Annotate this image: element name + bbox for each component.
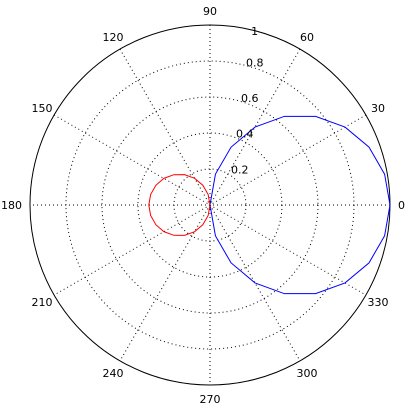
angle-tick-label: 60 xyxy=(300,31,314,44)
angle-tick-label: 270 xyxy=(200,393,221,406)
angle-tick-label: 180 xyxy=(1,199,22,212)
angle-tick-label: 300 xyxy=(297,367,318,380)
label-layer: 0 30 60 90 120 150 180 210 240 270 300 330 0.2 0.4 0.6… xyxy=(1,5,405,406)
radius-tick-label: 0.8 xyxy=(246,56,264,69)
series-line-2 xyxy=(148,174,211,236)
radius-tick-label: 1 xyxy=(251,25,258,38)
angle-tick-label: 330 xyxy=(368,296,389,309)
angle-tick-label: 150 xyxy=(32,102,53,115)
angle-tick-label: 90 xyxy=(203,5,217,18)
angle-tick-label: 0 xyxy=(398,199,405,212)
radius-tick-label: 0.2 xyxy=(231,163,249,176)
radius-tick-label: 0.4 xyxy=(236,128,254,141)
angle-tick-label: 240 xyxy=(103,367,124,380)
angle-tick-label: 210 xyxy=(32,296,53,309)
series-layer xyxy=(148,115,391,295)
radius-tick-label: 0.6 xyxy=(241,92,259,105)
angle-tick-label: 30 xyxy=(371,102,385,115)
angle-tick-label: 120 xyxy=(103,31,124,44)
